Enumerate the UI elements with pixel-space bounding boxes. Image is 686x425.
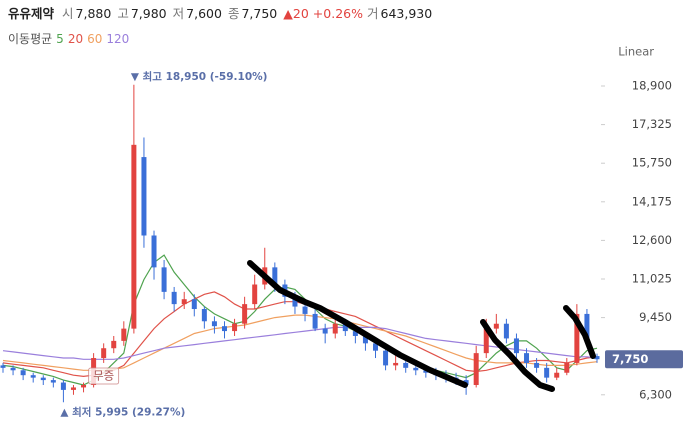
stat-value: 7,980 (130, 6, 167, 21)
event-note: 무증 (93, 369, 114, 383)
candle-body (81, 384, 87, 388)
legend-entry: 20 (67, 32, 84, 46)
candle-body (332, 323, 338, 334)
stat-label: 거 (366, 6, 379, 21)
candle-body (493, 323, 499, 329)
price-label: 7,750 (612, 352, 648, 366)
candle-body (423, 370, 429, 373)
candle-body (594, 356, 600, 360)
candle-body (473, 353, 479, 385)
candle-body (161, 267, 167, 292)
candle-body (292, 296, 298, 307)
header: 유유제약 시 7,880 고 7,980 저 7,600 종 7,750 ▲20 +0.26% 거 64… (8, 3, 438, 22)
y-tick-label: 18,900 (632, 79, 672, 93)
stock-name: 유유제약 (8, 6, 55, 21)
legend-entry: 5 (56, 32, 64, 46)
stat-value: 7,750 (241, 6, 278, 21)
candle-body (393, 362, 399, 366)
candle-body (574, 313, 580, 363)
candle-body (40, 377, 46, 381)
candle-body (20, 370, 26, 376)
candle-body (121, 328, 127, 341)
candle-body (101, 348, 107, 359)
candle-body (70, 387, 76, 390)
hand-stroke (247, 260, 468, 388)
scale-label: Linear (618, 45, 654, 59)
candle-body (272, 267, 278, 285)
candle-body (342, 323, 348, 332)
stat-value: 643,930 (380, 6, 433, 21)
price-box (605, 350, 683, 369)
stat-label: 시 (62, 6, 74, 21)
candle-body (221, 326, 227, 332)
annotations (247, 260, 596, 392)
candle-body (352, 331, 358, 336)
candle-body (0, 365, 6, 368)
hand-stroke (480, 319, 555, 392)
candle-body (60, 382, 66, 390)
candle-body (312, 313, 318, 329)
candle-body (483, 328, 489, 354)
candle-body (211, 321, 217, 327)
legend-entry: 60 (87, 32, 103, 46)
candle-body (503, 323, 509, 339)
y-tick-label: 11,025 (632, 271, 672, 285)
candle-body (50, 380, 56, 383)
candle-body (252, 284, 258, 305)
hand-stroke (563, 305, 596, 359)
legend: 이동평균 5 20 60 120 (8, 30, 133, 47)
candle-body (554, 372, 560, 378)
candle-body (171, 291, 177, 305)
candle-body (201, 309, 207, 322)
candle-body (373, 343, 379, 351)
candle-body (584, 313, 590, 339)
candle-body (151, 235, 157, 268)
candle-body (322, 328, 328, 334)
candle-body (524, 353, 530, 363)
legend-title: 이동평균 (8, 32, 53, 46)
y-tick-label: 15,750 (632, 156, 672, 170)
change: ▲20 (283, 6, 309, 21)
candle-body (30, 375, 36, 378)
candle-body (181, 299, 187, 305)
candle-body (413, 367, 419, 371)
y-tick-label: 9,450 (639, 310, 672, 324)
y-tick-label: 12,600 (632, 233, 672, 247)
candle-body (403, 362, 409, 368)
high-note: ▼ 최고 18,950 (-59.10%) (131, 70, 268, 83)
y-tick-label: 6,300 (639, 387, 672, 401)
candle-body (111, 340, 117, 349)
candle-body (242, 304, 248, 324)
stat-label: 저 (172, 6, 185, 21)
candle-body (544, 367, 550, 378)
legend-entry: 120 (106, 32, 130, 46)
candle-body (534, 362, 540, 368)
candle-body (513, 338, 519, 354)
candle-body (141, 157, 147, 236)
stat-value: 7,880 (75, 6, 112, 21)
y-tick-label: 14,175 (632, 194, 672, 208)
candle-body (362, 335, 368, 344)
change-pct: +0.26% (312, 6, 363, 21)
candle-body (232, 323, 238, 332)
candle-body (191, 299, 197, 310)
y-tick-label: 17,325 (632, 117, 672, 131)
low-note: ▲ 최저 5,995 (29.27%) (60, 405, 185, 418)
event-box (88, 367, 120, 385)
stat-value: 7,600 (186, 6, 222, 21)
candle-body (10, 367, 16, 371)
candle-body (131, 144, 137, 329)
stat-label: 고 (117, 6, 129, 21)
candle-body (302, 306, 308, 314)
candle-body (383, 350, 389, 366)
candle-body (564, 362, 570, 373)
stat-label: 종 (227, 6, 240, 21)
